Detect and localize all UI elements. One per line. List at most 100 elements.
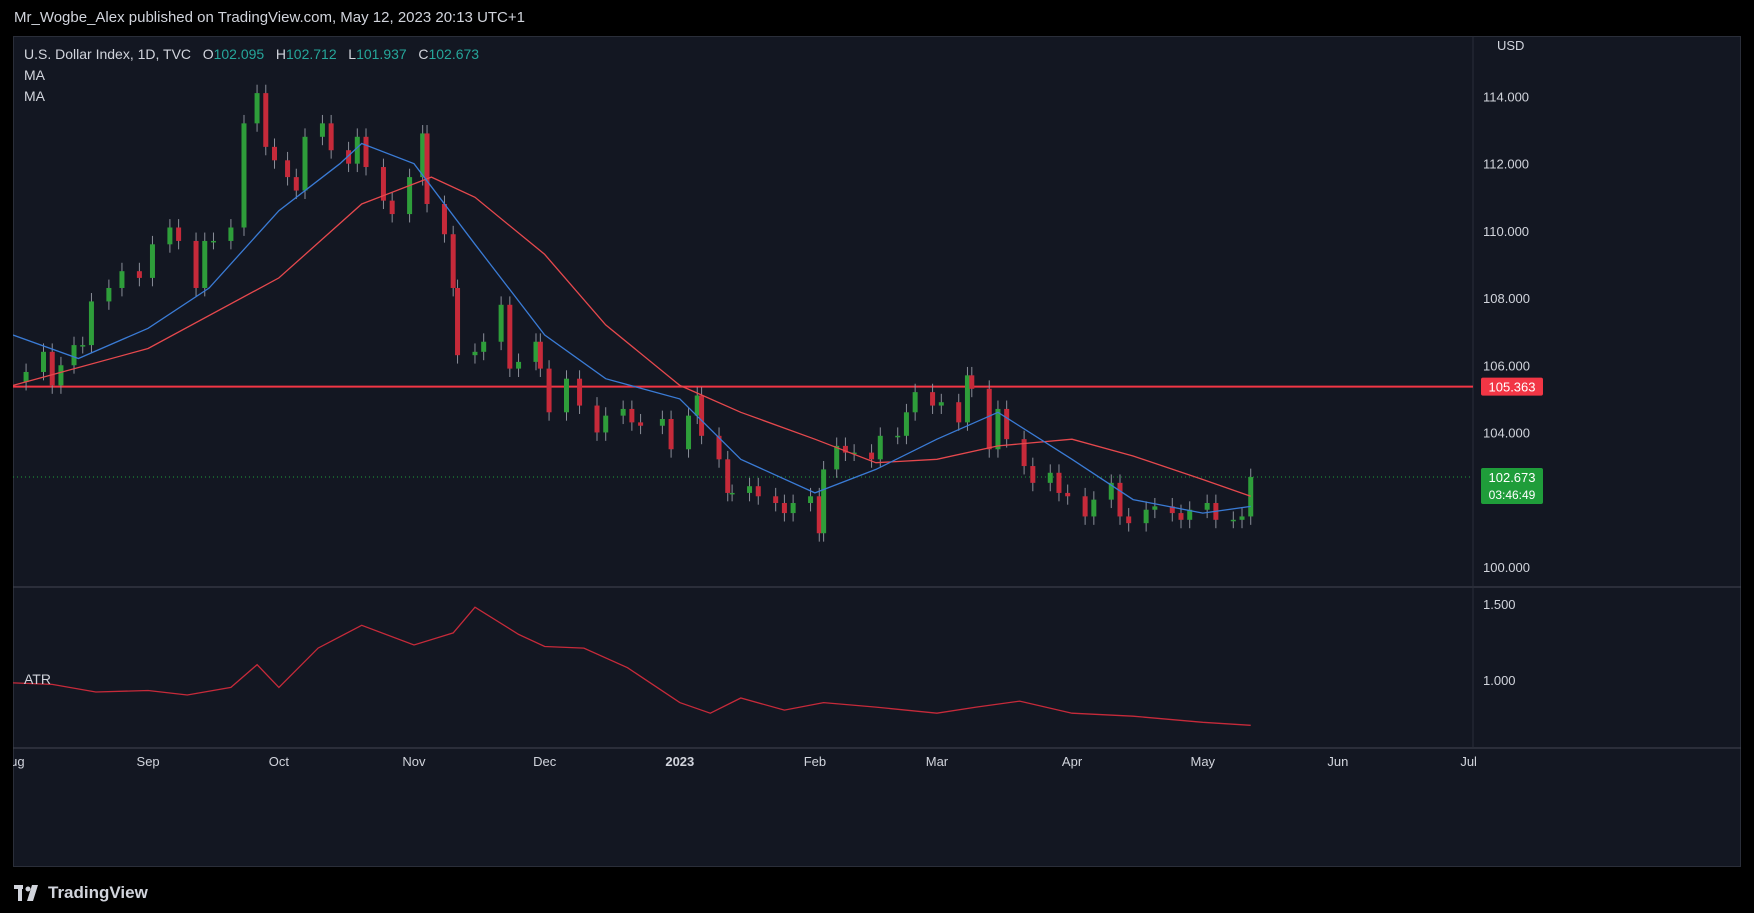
candle-down <box>136 271 142 278</box>
candle-down <box>986 388 992 450</box>
candle-up <box>620 408 626 416</box>
candle-up <box>686 415 692 450</box>
candle-down <box>930 392 936 406</box>
candle-up <box>58 365 64 386</box>
candle-up <box>1187 509 1193 520</box>
candle-up <box>1047 472 1053 483</box>
candle-down <box>389 200 395 215</box>
candle-down <box>193 240 199 288</box>
candle-up <box>603 415 609 433</box>
symbol-label[interactable]: U.S. Dollar Index, 1D, TVC <box>24 46 192 62</box>
candle-up <box>516 361 522 369</box>
candle-down <box>1065 492 1071 497</box>
publish-header: Mr_Wogbe_Alex published on TradingView.c… <box>0 0 1754 36</box>
candle-down <box>725 459 731 493</box>
y-tick-label: 104.000 <box>1483 425 1530 440</box>
candle-up <box>319 123 325 137</box>
candle-up <box>694 395 700 416</box>
candle-up <box>903 412 909 436</box>
candle-up <box>149 244 155 278</box>
candle-down <box>781 503 787 514</box>
candle-up <box>41 351 47 372</box>
candle-up <box>659 419 665 426</box>
last-price-tag <box>1481 468 1543 505</box>
candle-up <box>938 402 944 406</box>
candle-up <box>1248 477 1254 517</box>
candle-down <box>537 341 543 369</box>
candle-up <box>1239 516 1245 520</box>
candle-down <box>668 419 674 450</box>
x-tick-label: Jul <box>1460 754 1477 769</box>
candle-down <box>1021 439 1027 467</box>
x-tick-label: Aug <box>13 754 25 769</box>
candle-up <box>964 375 970 423</box>
atr-legend[interactable]: ATR <box>24 671 51 687</box>
atr-y-tick-label: 1.500 <box>1483 597 1516 612</box>
candle-up <box>472 351 478 356</box>
candle-down <box>441 203 447 235</box>
candle-down <box>546 368 552 413</box>
ma-fast-line <box>13 142 1251 514</box>
y-tick-label: 114.000 <box>1483 89 1529 104</box>
tradingview-logo-icon <box>14 885 38 901</box>
candle-down <box>1169 506 1175 514</box>
countdown-label: 03:46:49 <box>1489 488 1536 502</box>
candle-up <box>80 345 86 347</box>
candle-up <box>210 240 216 243</box>
candle-down <box>507 304 513 369</box>
candle-down <box>638 422 644 426</box>
candle-down <box>956 402 962 423</box>
candle-up <box>106 287 112 302</box>
candle-up <box>202 240 208 288</box>
ma-slow-line <box>13 176 1251 497</box>
candle-up <box>241 123 247 228</box>
candle-up <box>498 304 504 342</box>
low-value: 101.937 <box>356 46 407 62</box>
ma-legend-1[interactable]: MA <box>24 67 45 83</box>
candle-down <box>271 146 277 161</box>
candle-up <box>254 93 260 124</box>
x-tick-label: Oct <box>269 754 290 769</box>
candle-up <box>88 301 94 346</box>
last-price-label: 102.673 <box>1489 470 1536 485</box>
publish-text: Mr_Wogbe_Alex published on TradingView.c… <box>14 9 525 26</box>
level-price-tag <box>1481 377 1543 396</box>
candle-down <box>49 351 55 386</box>
x-tick-label: May <box>1191 754 1216 769</box>
candle-up <box>851 452 857 455</box>
candle-down <box>346 150 352 164</box>
chart-canvas[interactable]: USD 114.000 112.000 110.000 108.000 106.000 10… <box>13 36 1741 867</box>
candle-down <box>773 496 779 504</box>
candle-up <box>1091 499 1097 517</box>
candle-down <box>842 445 848 453</box>
candle-up <box>877 435 883 460</box>
chart-frame <box>13 36 1741 867</box>
level-price-label: 105.363 <box>1489 380 1536 395</box>
x-tick-label: Apr <box>1062 754 1083 769</box>
open-value: 102.095 <box>213 46 265 62</box>
y-tick-label: 106.000 <box>1483 358 1530 373</box>
candle-down <box>594 405 600 433</box>
brand-name: TradingView <box>48 883 148 902</box>
candle-up <box>354 136 360 164</box>
candle-up <box>834 445 840 470</box>
y-tick-label: 108.000 <box>1483 291 1530 306</box>
candle-down <box>816 496 822 534</box>
candle-down <box>363 136 369 168</box>
candle-down <box>1030 466 1036 483</box>
x-tick-label: Mar <box>926 754 949 769</box>
currency-label: USD <box>1497 38 1524 53</box>
candle-down <box>176 227 182 241</box>
atr-line <box>13 606 1251 726</box>
y-tick-label: 100.000 <box>1483 560 1530 575</box>
candle-down <box>716 435 722 460</box>
ma-legend-2[interactable]: MA <box>24 88 45 104</box>
x-tick-label: Nov <box>402 754 426 769</box>
candle-up <box>420 133 426 178</box>
candle-up <box>1230 519 1236 522</box>
candle-down <box>1178 513 1184 520</box>
candle-up <box>481 341 487 352</box>
candle-up <box>912 392 918 413</box>
low-label: L <box>348 46 357 62</box>
ohlc-legend-row: U.S. Dollar Index, 1D, TVC O102.095 H102… <box>24 44 479 65</box>
